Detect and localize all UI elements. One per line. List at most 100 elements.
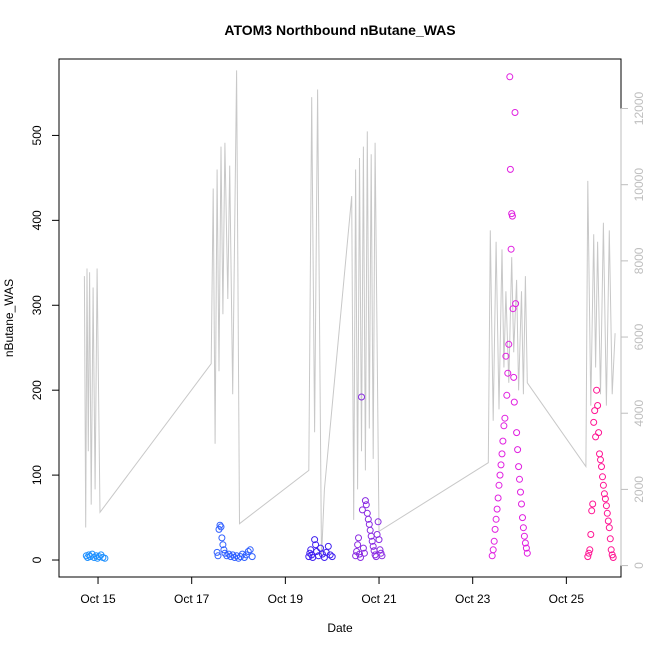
- data-point: [588, 507, 596, 515]
- data-point: [505, 340, 513, 348]
- y2-tick-label: 6000: [632, 323, 646, 350]
- data-point: [501, 414, 509, 422]
- x-axis-label: Date: [327, 621, 353, 635]
- data-point: [220, 546, 228, 554]
- data-point: [511, 109, 519, 116]
- data-point: [598, 463, 605, 471]
- data-point: [520, 532, 528, 540]
- data-point: [508, 212, 516, 220]
- data-point: [378, 552, 386, 560]
- data-point: [214, 552, 222, 560]
- data-point: [521, 539, 529, 547]
- data-point: [591, 407, 599, 415]
- data-point: [506, 165, 514, 173]
- data-point: [375, 536, 383, 544]
- data-point: [490, 537, 498, 545]
- data-point: [357, 554, 364, 561]
- data-point: [603, 509, 611, 517]
- data-point: [359, 544, 367, 552]
- data-point: [510, 373, 518, 381]
- data-point: [599, 473, 606, 481]
- data-point: [326, 551, 334, 559]
- x-tick-label: Oct 15: [80, 592, 116, 606]
- data-point: [360, 549, 368, 557]
- data-point: [510, 398, 518, 406]
- data-point: [246, 546, 254, 554]
- y-axis-right: 0 2000 4000 6000 8000 10000 12000: [620, 92, 646, 569]
- data-point: [362, 501, 370, 509]
- data-point: [586, 546, 594, 554]
- data-point: [498, 450, 506, 458]
- data-point: [356, 550, 363, 558]
- data-point: [369, 542, 377, 550]
- data-point: [584, 553, 592, 561]
- data-point: [368, 537, 376, 545]
- data-point: [492, 515, 500, 523]
- data-point: [355, 534, 362, 542]
- y-axis-label: nButane_WAS: [2, 279, 16, 357]
- data-point: [364, 515, 372, 523]
- data-point: [522, 544, 530, 552]
- data-point: [499, 437, 507, 445]
- data-point: [494, 494, 502, 502]
- data-point: [594, 402, 602, 409]
- x-axis: Oct 15 Oct 17 Oct 19 Oct 21 Oct 23 Oct 2…: [80, 576, 585, 606]
- data-point: [313, 548, 321, 555]
- data-point: [604, 517, 612, 525]
- data-point: [489, 546, 497, 554]
- data-point: [311, 536, 319, 544]
- data-point: [500, 422, 508, 430]
- data-point: [518, 500, 525, 508]
- data-point: [601, 495, 609, 503]
- data-point: [506, 73, 514, 81]
- data-point: [590, 418, 598, 426]
- altitude-line-layer: [83, 70, 616, 559]
- data-point: [88, 550, 96, 558]
- chart-title: ATOM3 Northbound nButane_WAS: [224, 22, 455, 38]
- data-point: [503, 391, 511, 399]
- x-tick-label: Oct 25: [549, 592, 585, 606]
- data-point: [516, 475, 523, 483]
- data-point: [496, 471, 504, 479]
- data-point: [328, 553, 336, 561]
- y2-tick-label: 2000: [632, 476, 646, 503]
- data-point: [589, 500, 597, 508]
- data-point: [312, 541, 320, 549]
- data-point: [607, 546, 615, 554]
- data-point: [585, 549, 593, 557]
- altitude-series-line: [83, 70, 616, 559]
- y-tick-label: 500: [30, 125, 44, 145]
- data-point: [600, 490, 608, 498]
- y2-tick-label: 4000: [632, 400, 646, 427]
- data-point: [515, 463, 523, 471]
- y2-tick-label: 8000: [632, 247, 646, 274]
- data-point: [517, 488, 524, 496]
- data-point: [213, 548, 221, 556]
- data-point: [248, 553, 256, 561]
- data-point: [497, 461, 505, 469]
- data-point: [523, 549, 531, 557]
- data-point: [609, 554, 617, 561]
- x-tick-label: Oct 19: [268, 592, 304, 606]
- data-point: [495, 481, 503, 489]
- data-point: [238, 550, 246, 558]
- data-point: [244, 548, 252, 555]
- y2-tick-label: 0: [632, 562, 646, 569]
- y-tick-label: 200: [30, 380, 44, 400]
- data-point: [507, 245, 515, 253]
- data-point: [597, 456, 604, 464]
- data-point: [374, 518, 382, 526]
- data-point: [595, 429, 603, 437]
- y-axis-left: 0 100 200 300 400 500: [30, 125, 60, 563]
- data-point: [599, 481, 607, 489]
- data-point: [354, 541, 362, 549]
- data-point: [491, 525, 499, 533]
- y2-tick-label: 10000: [632, 168, 646, 202]
- data-point: [593, 386, 601, 394]
- data-point: [512, 300, 520, 308]
- y-tick-label: 400: [30, 210, 44, 230]
- data-point: [219, 541, 227, 549]
- data-point: [318, 550, 326, 558]
